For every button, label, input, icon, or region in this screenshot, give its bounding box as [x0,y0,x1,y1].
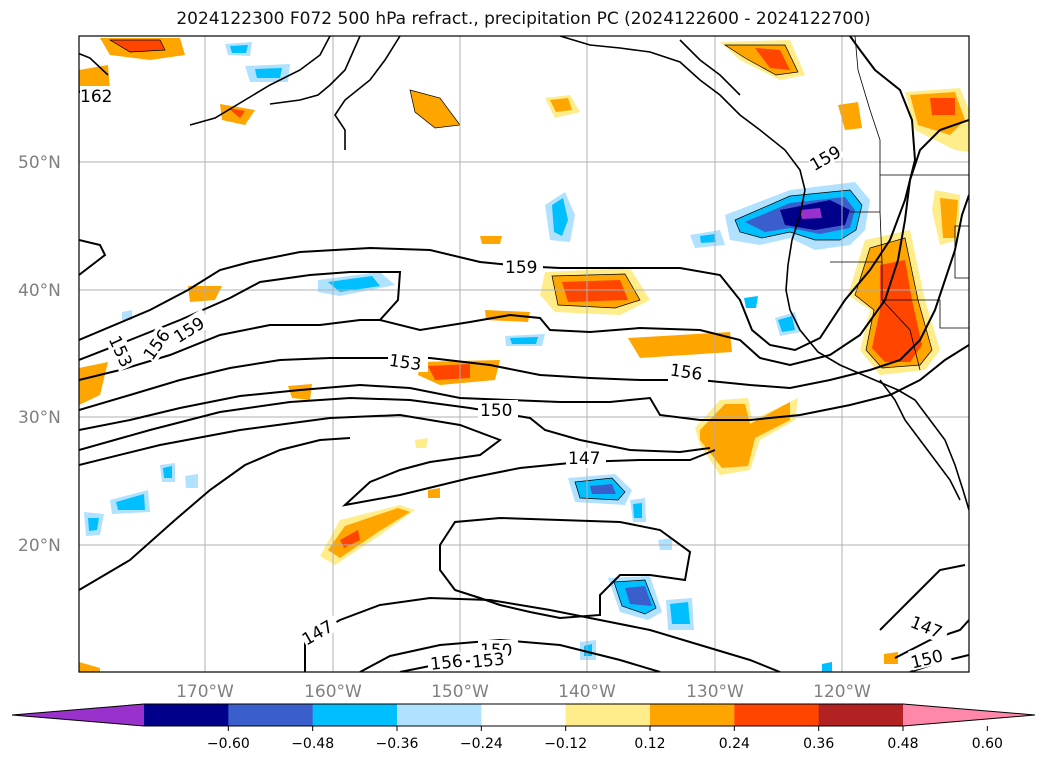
colorbar-tick-label: 0.36 [803,736,834,752]
lon-label: 140°W [558,682,616,702]
lat-label: 20°N [18,536,61,556]
contour-label: 159 [505,258,537,278]
contour-label: 162 [80,87,112,107]
colorbar-swatch [144,704,229,726]
contour-label: 153 [471,650,505,673]
latitude-labels: 50°N 40°N 30°N 20°N [18,153,61,556]
colorbar-swatches [11,703,1036,727]
contour-label: 156 [429,652,463,675]
colorbar: −0.60 −0.48 −0.36 −0.24 −0.12 0.12 0.24 0.36 0.4… [11,703,1036,752]
longitude-labels: 170°W 160°W 150°W 140°W 130°W 120°W [176,682,871,702]
lon-label: 120°W [813,682,871,702]
colorbar-tick-label: −0.24 [460,736,503,752]
colorbar-ticks: −0.60 −0.48 −0.36 −0.24 −0.12 0.12 0.24 0.36 0.4… [207,726,1003,752]
colorbar-swatch [818,704,904,726]
colorbar-extend-low [12,704,144,726]
colorbar-tick-label: 0.48 [887,736,918,752]
colorbar-tick-label: −0.48 [291,736,334,752]
colorbar-extend-high [903,704,1035,726]
colorbar-swatch [565,704,651,726]
coastlines [79,36,969,511]
contour-labels: 162 159 159 159 156 153 153 150 147 147 … [80,86,952,675]
map-panel [79,36,969,672]
colorbar-tick-label: 0.12 [634,736,665,752]
colorbar-outline [11,703,1036,727]
map-title: 2024122300 F072 500 hPa refract., precip… [176,9,871,29]
precip-negative-fields [84,42,870,672]
colorbar-swatch [734,704,820,726]
lon-label: 150°W [431,682,489,702]
precip-outlines [108,39,933,615]
contour-label: 147 [568,449,600,469]
contour-label: 156 [669,361,704,385]
lon-label: 170°W [176,682,234,702]
graticule [79,36,969,672]
colorbar-tick-label: −0.60 [207,736,250,752]
colorbar-tick-label: −0.36 [376,736,419,752]
contour-label: 153 [388,351,423,375]
colorbar-swatch [312,704,398,726]
state-borders [830,36,969,371]
contour-label: 150 [480,401,512,421]
colorbar-tick-label: 0.24 [719,736,750,752]
lat-label: 40°N [18,281,61,301]
map-frame [78,35,970,673]
lon-label: 160°W [304,682,362,702]
colorbar-swatch [481,704,567,726]
colorbar-tick-label: 0.60 [972,736,1003,752]
colorbar-tick-label: −0.12 [544,736,587,752]
lon-label: 130°W [686,682,744,702]
lat-label: 30°N [18,408,61,428]
colorbar-swatch [228,704,314,726]
lat-label: 50°N [18,153,61,173]
colorbar-swatch [397,704,482,726]
colorbar-swatch [650,704,735,726]
